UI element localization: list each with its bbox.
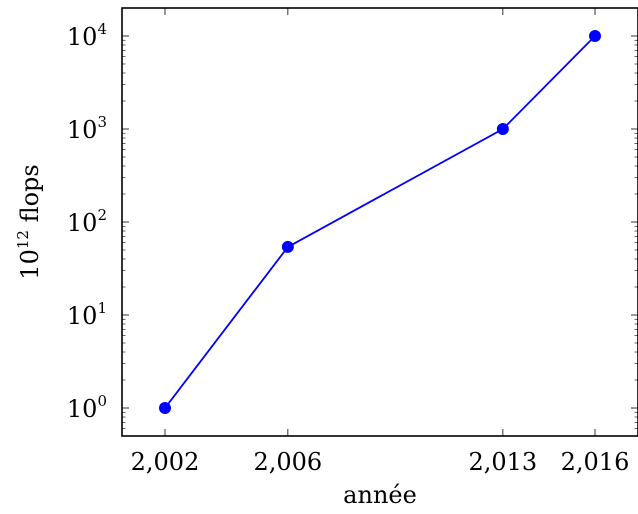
y-tick-label: 102 — [67, 206, 107, 237]
y-tick-label: 100 — [67, 392, 107, 423]
y-tick-label: 101 — [67, 299, 107, 330]
y-tick-label-base: 10 — [67, 302, 98, 330]
y-tick-label-base: 10 — [67, 23, 98, 51]
x-tick-label: 2,016 — [561, 448, 630, 476]
data-point — [281, 240, 294, 253]
y-axis-title-unit: flops — [16, 164, 44, 230]
x-tick-label: 2,013 — [468, 448, 537, 476]
plot-area-frame — [121, 7, 638, 437]
minor-ticks — [122, 39, 638, 429]
y-tick-label-base: 10 — [67, 209, 98, 237]
y-axis-title-base: 10 — [16, 249, 44, 280]
y-tick-label-exponent: 2 — [97, 206, 107, 224]
y-tick-label-base: 10 — [67, 395, 98, 423]
series-layer — [159, 29, 601, 415]
x-tick-labels: 2,002 2,006 2,013 2,016 — [131, 448, 630, 476]
x-tick-label: 2,002 — [131, 448, 200, 476]
y-axis-title-exponent: 12 — [14, 230, 32, 249]
y-tick-label-exponent: 1 — [97, 299, 107, 317]
x-tick-label: 2,006 — [253, 448, 322, 476]
data-point — [589, 29, 601, 42]
x-axis-title: année — [343, 481, 417, 509]
series-line — [164, 35, 596, 409]
y-axis-title: 1012 flops — [14, 164, 44, 279]
major-ticks — [122, 8, 638, 436]
y-tick-label-exponent: 3 — [97, 113, 107, 131]
y-tick-label: 104 — [67, 20, 107, 51]
y-tick-label-exponent: 0 — [97, 392, 107, 410]
y-tick-label: 103 — [67, 113, 107, 144]
data-point — [159, 402, 171, 415]
y-tick-label-base: 10 — [67, 116, 98, 144]
data-point — [496, 122, 509, 135]
y-tick-label-exponent: 4 — [97, 20, 107, 38]
